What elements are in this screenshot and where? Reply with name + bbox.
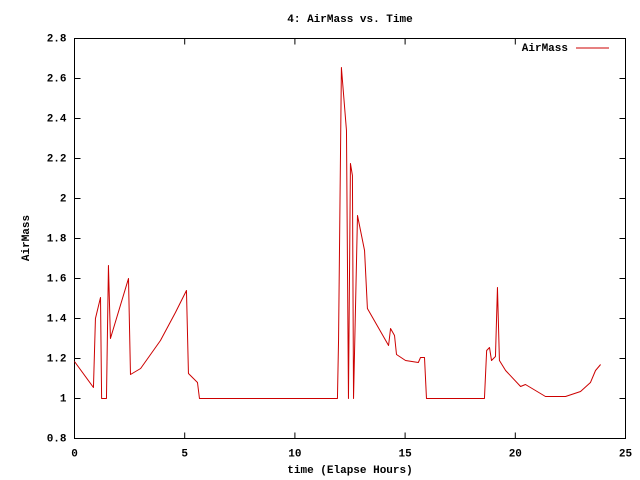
x-tick-label: 0 [71, 448, 78, 460]
y-tick-label: 1.4 [47, 313, 67, 325]
y-tick-label: 2.6 [47, 73, 67, 85]
y-tick-label: 1.6 [47, 273, 67, 285]
x-tick-label: 10 [288, 448, 301, 460]
y-tick-label: 2.4 [47, 113, 67, 125]
x-tick-label: 20 [509, 448, 522, 460]
chart-title: 4: AirMass vs. Time [287, 14, 413, 26]
y-axis-label: AirMass [21, 215, 33, 261]
y-tick-label: 0.8 [47, 433, 67, 445]
x-tick-label: 25 [619, 448, 633, 460]
y-tick-label: 1.2 [47, 353, 67, 365]
y-tick-label: 2 [60, 193, 67, 205]
x-tick-label: 5 [181, 448, 188, 460]
y-tick-label: 2.8 [47, 33, 67, 45]
y-tick-label: 1.8 [47, 233, 67, 245]
y-tick-label: 2.2 [47, 153, 67, 165]
x-axis-label: time (Elapse Hours) [287, 465, 412, 477]
legend-label: AirMass [522, 43, 568, 55]
x-tick-label: 15 [398, 448, 412, 460]
data-line [74, 67, 601, 399]
y-tick-label: 1 [60, 393, 67, 405]
